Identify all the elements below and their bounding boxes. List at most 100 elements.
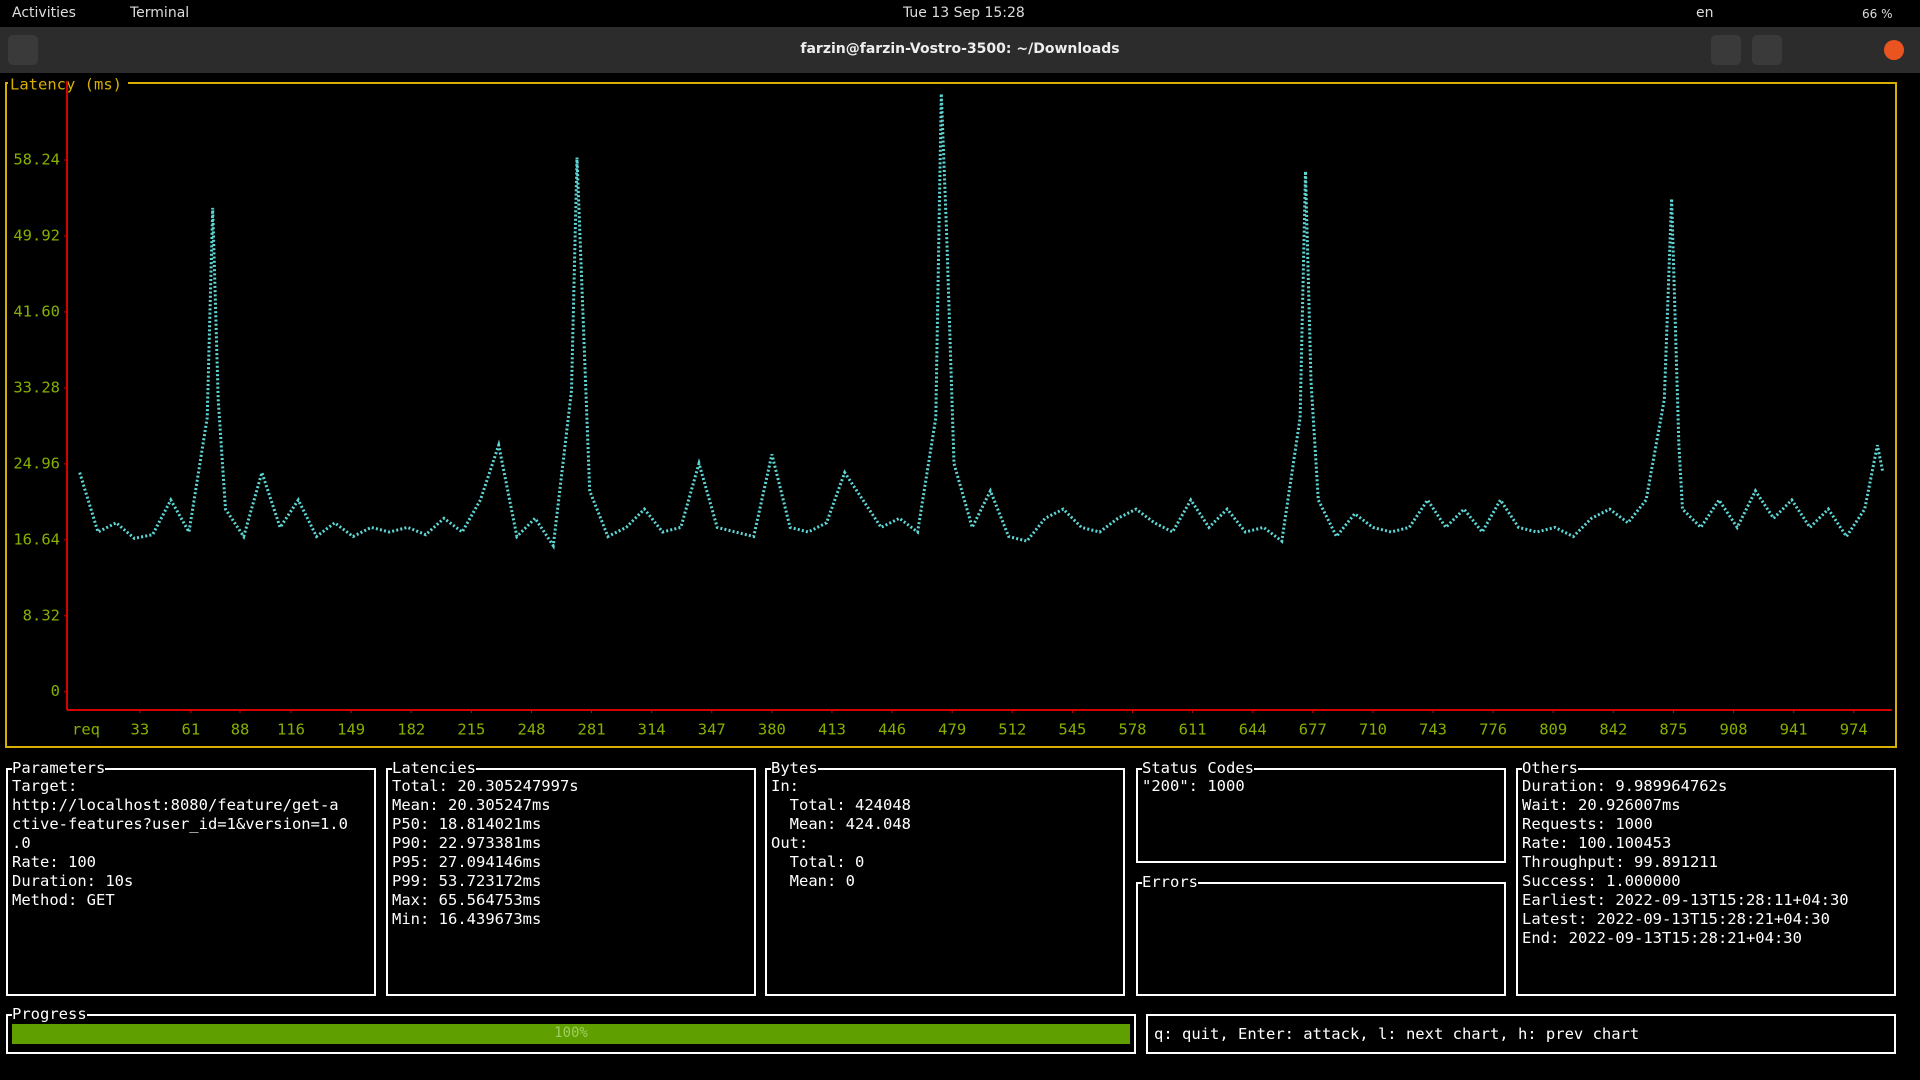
- progress-bar: [12, 1024, 1130, 1044]
- x-tick-label: 380: [758, 721, 786, 739]
- x-tick-label: 710: [1359, 721, 1387, 739]
- panel-line: Earliest: 2022-09-13T15:28:11+04:30: [1522, 891, 1849, 909]
- x-tick-label: 347: [698, 721, 726, 739]
- panel-line: Rate: 100: [12, 853, 96, 871]
- help-panel: q: quit, Enter: attack, l: next chart, h…: [1146, 1014, 1896, 1054]
- panel-title: Latencies: [392, 759, 476, 777]
- x-tick-label: 974: [1840, 721, 1868, 739]
- panel-line: Out:: [771, 834, 809, 852]
- x-tick-label: 545: [1058, 721, 1086, 739]
- x-tick-label: 908: [1720, 721, 1748, 739]
- x-tick-label: 116: [277, 721, 305, 739]
- x-tick-label: 61: [182, 721, 201, 739]
- language[interactable]: en: [1696, 5, 1714, 21]
- y-tick-label: 0: [51, 682, 60, 700]
- panel-line: P99: 53.723172ms: [392, 872, 542, 890]
- x-tick-label: 182: [397, 721, 425, 739]
- panel-line: P50: 18.814021ms: [392, 815, 542, 833]
- x-tick-label: 776: [1479, 721, 1507, 739]
- panel-line: Success: 1.000000: [1522, 872, 1681, 890]
- latency-chart: Latency (ms) req 0 8.32 16.64 24.96 33.28 41.…: [5, 74, 1897, 748]
- x-tick-label: 281: [578, 721, 606, 739]
- y-tick-label: 41.60: [13, 302, 60, 320]
- x-tick-label: 941: [1780, 721, 1808, 739]
- x-tick-label: 809: [1539, 721, 1567, 739]
- window-title: farzin@farzin-Vostro-3500: ~/Downloads: [800, 41, 1120, 57]
- menu-button[interactable]: [1752, 35, 1782, 65]
- panel-line: .0: [12, 834, 31, 852]
- help-text: q: quit, Enter: attack, l: next chart, h…: [1154, 1025, 1640, 1043]
- x-tick-label: 512: [998, 721, 1026, 739]
- x-tick-label: 88: [231, 721, 250, 739]
- panel-line: P95: 27.094146ms: [392, 853, 542, 871]
- panel-line: "200": 1000: [1142, 777, 1245, 795]
- search-button[interactable]: [1711, 35, 1741, 65]
- panel-title: Status Codes: [1142, 759, 1254, 777]
- x-tick-label: 677: [1299, 721, 1327, 739]
- x-tick-label: 248: [517, 721, 545, 739]
- panel-line: End: 2022-09-13T15:28:21+04:30: [1522, 929, 1802, 947]
- y-tick-label: 49.92: [13, 226, 60, 244]
- progress-title: Progress: [12, 1005, 87, 1023]
- panel-line: Method: GET: [12, 891, 115, 909]
- y-tick-label: 24.96: [13, 454, 60, 472]
- panel-title: Others: [1522, 759, 1578, 777]
- x-tick-label: 413: [818, 721, 846, 739]
- panel-line: Mean: 20.305247ms: [392, 796, 551, 814]
- x-axis-label: req: [72, 721, 100, 739]
- x-tick-label: 314: [638, 721, 666, 739]
- top-bar: Activities Terminal Tue 13 Sep 15:28 en …: [0, 0, 1920, 27]
- y-tick-label: 58.24: [13, 151, 60, 169]
- x-tick-label: 875: [1659, 721, 1687, 739]
- panel-line: ctive-features?user_id=1&version=1.0: [12, 815, 348, 833]
- panel: Status Codes "200": 1000: [1136, 759, 1506, 863]
- panel-line: Total: 20.305247997s: [392, 777, 579, 795]
- activities[interactable]: Activities: [12, 5, 76, 21]
- progress-label: 100%: [554, 1025, 588, 1041]
- x-tick-label: 446: [878, 721, 906, 739]
- panel: Errors: [1136, 873, 1506, 996]
- panel-line: Wait: 20.926007ms: [1522, 796, 1681, 814]
- panel-title: Bytes: [771, 759, 818, 777]
- x-tick-label: 215: [457, 721, 485, 739]
- panel-title: Errors: [1142, 873, 1198, 891]
- y-tick-label: 8.32: [23, 606, 60, 624]
- panel-line: Min: 16.439673ms: [392, 910, 542, 928]
- panel-line: Mean: 424.048: [771, 815, 911, 833]
- panel-line: Mean: 0: [771, 872, 855, 890]
- clock[interactable]: Tue 13 Sep 15:28: [903, 5, 1025, 21]
- panel-title: Parameters: [12, 759, 106, 777]
- x-tick-label: 644: [1239, 721, 1267, 739]
- panel-line: Duration: 9.989964762s: [1522, 777, 1728, 795]
- panel: Latencies Total: 20.305247997s Mean: 20.30…: [386, 759, 756, 996]
- latency-line: [78, 93, 1885, 550]
- panel: Others Duration: 9.989964762s Wait: 20.926…: [1516, 759, 1896, 996]
- x-tick-label: 149: [337, 721, 365, 739]
- panel-line: Target:: [12, 777, 78, 795]
- app-menu[interactable]: Terminal: [130, 5, 190, 21]
- panel-line: Duration: 10s: [12, 872, 134, 890]
- panel-line: Max: 65.564753ms: [392, 891, 542, 909]
- title-bar: farzin@farzin-Vostro-3500: ~/Downloads: [0, 27, 1920, 73]
- panel-line: Rate: 100.100453: [1522, 834, 1672, 852]
- panel-line: In:: [771, 777, 799, 795]
- new-tab-button[interactable]: [8, 35, 38, 65]
- x-tick-label: 578: [1118, 721, 1146, 739]
- panel: Parameters Target: http://localhost:8080/f…: [6, 759, 376, 996]
- progress-panel: Progress 100%: [6, 1005, 1136, 1054]
- chart-title: Latency (ms): [10, 76, 122, 94]
- panel-line: http://localhost:8080/feature/get-a: [12, 796, 339, 814]
- x-tick-label: 611: [1179, 721, 1207, 739]
- x-tick-label: 33: [131, 721, 150, 739]
- panel-line: Total: 0: [771, 853, 865, 871]
- y-tick-label: 16.64: [13, 530, 60, 548]
- y-tick-label: 33.28: [13, 378, 60, 396]
- panel-line: Requests: 1000: [1522, 815, 1653, 833]
- panel-line: P90: 22.973381ms: [392, 834, 542, 852]
- panel: Bytes In: Total: 424048 Mean: 424.048 Out:…: [765, 759, 1125, 996]
- battery[interactable]: 66 %: [1862, 7, 1893, 21]
- panel-line: Total: 424048: [771, 796, 911, 814]
- panel-line: Latest: 2022-09-13T15:28:21+04:30: [1522, 910, 1830, 928]
- close-button[interactable]: [1884, 40, 1904, 60]
